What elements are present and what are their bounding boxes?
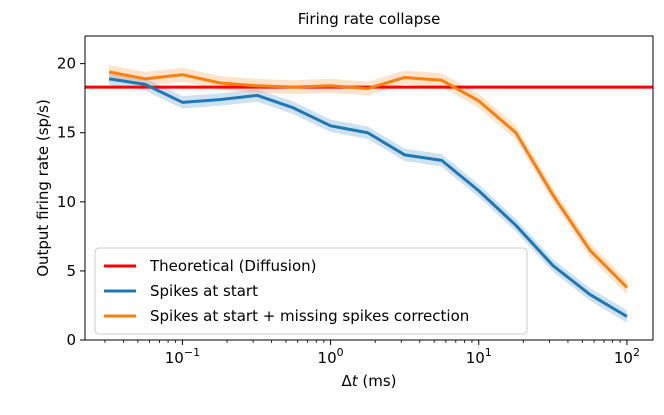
y-tick-label: 20: [57, 55, 76, 73]
x-tick-label: 102: [614, 346, 640, 367]
series-line-spikes-at-start-missing-spikes-correction: [108, 70, 628, 289]
plot-frame: [84, 35, 654, 341]
y-tick-label: 15: [57, 124, 76, 142]
chart-title: Firing rate collapse: [298, 10, 441, 28]
series-line-spikes-at-start: [108, 77, 628, 318]
legend: Theoretical (Diffusion) Spikes at start …: [94, 247, 528, 335]
series-band-spikes-at-start-missing-spikes-correction: [109, 65, 627, 295]
y-axis: 0 5 10 15 20: [57, 55, 85, 349]
legend-label-spikes-corrected: Spikes at start + missing spikes correct…: [150, 307, 469, 325]
series-lines: [85, 70, 653, 318]
confidence-bands: [109, 65, 627, 323]
legend-frame: [94, 247, 528, 335]
legend-label-spikes-at-start: Spikes at start: [150, 282, 258, 300]
y-tick-label: 5: [66, 262, 76, 280]
x-axis-label: Δt (ms): [341, 372, 396, 390]
x-axis: 10−1 100 101 102: [104, 340, 640, 367]
y-tick-label: 10: [57, 193, 76, 211]
x-tick-label: 100: [318, 346, 344, 367]
legend-label-theoretical: Theoretical (Diffusion): [149, 257, 317, 275]
y-axis-label: Output firing rate (sp/s): [34, 99, 52, 277]
x-tick-label: 10−1: [165, 346, 200, 367]
series-band-spikes-at-start: [109, 72, 627, 323]
y-tick-label: 0: [66, 331, 76, 349]
x-tick-label: 101: [466, 346, 492, 367]
